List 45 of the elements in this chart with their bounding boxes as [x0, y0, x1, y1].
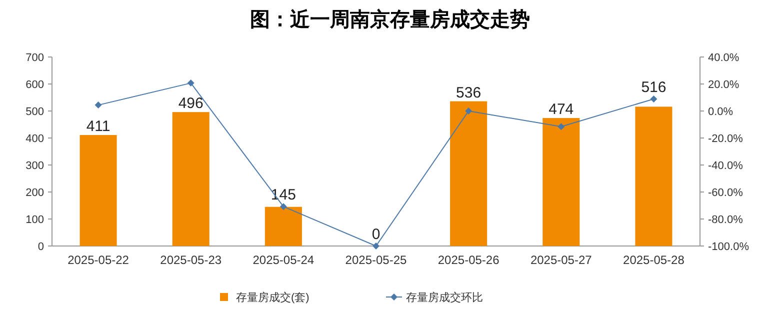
x-tick-label: 2025-05-27	[530, 253, 592, 267]
y2-tick-label: -80.0%	[708, 214, 744, 226]
x-tick-label: 2025-05-28	[623, 253, 685, 267]
y2-tick-label: 40.0%	[708, 52, 740, 64]
data-label: 411	[86, 118, 110, 136]
y2-tick-label: -60.0%	[708, 187, 744, 199]
y-tick-label: 500	[26, 106, 44, 118]
y2-tick-label: -20.0%	[708, 133, 744, 145]
bar	[264, 206, 302, 246]
bar	[80, 135, 117, 246]
point	[372, 242, 380, 250]
data-label: 496	[178, 95, 204, 112]
data-label: 516	[641, 78, 666, 96]
x-tick-label: 2025-05-26	[438, 253, 500, 267]
x-tick-label: 2025-05-23	[160, 253, 222, 267]
x-tick-label: 2025-05-25	[345, 253, 408, 267]
y2-tick-label: 0.0%	[708, 106, 734, 118]
x-tick-label: 2025-05-24	[252, 253, 314, 267]
data-label: 474	[548, 101, 574, 118]
bar	[635, 106, 672, 246]
y2-tick-label: 20.0%	[708, 79, 740, 91]
bar	[172, 112, 210, 246]
data-label: 0	[372, 226, 380, 243]
point	[187, 80, 194, 87]
point	[465, 108, 472, 114]
point	[558, 123, 565, 130]
y-tick-label: 200	[26, 187, 44, 199]
bar	[450, 101, 488, 246]
chart-title: 图：近一周南京存量房成交走势	[250, 8, 530, 31]
y2-tick-label: -100.0%	[708, 241, 750, 253]
legend-label: 存量房成交(套)	[236, 291, 310, 304]
x-tick-label: 2025-05-22	[68, 253, 130, 267]
y-tick-label: 700	[26, 52, 44, 64]
point	[280, 203, 287, 210]
bar	[542, 118, 580, 246]
y-tick-label: 300	[26, 160, 44, 172]
y2-tick-label: -40.0%	[708, 160, 744, 172]
y-tick-label: 400	[26, 133, 44, 145]
data-label: 536	[456, 84, 482, 102]
y-tick-label: 100	[26, 214, 44, 226]
legend-label: 存量房成交环比	[406, 291, 483, 304]
y-tick-label: 0	[38, 241, 44, 253]
point	[94, 102, 102, 109]
point	[650, 95, 658, 102]
y-tick-label: 600	[26, 79, 44, 91]
